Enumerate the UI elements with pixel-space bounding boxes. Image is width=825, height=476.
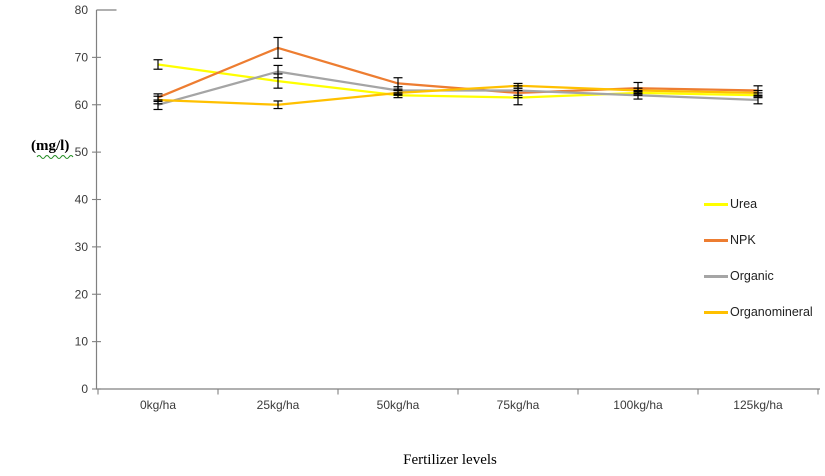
series-line-organic xyxy=(157,70,759,106)
error-bar-urea xyxy=(153,59,163,70)
series-line-organomineral xyxy=(157,84,759,106)
legend-item-urea: Urea xyxy=(704,186,813,222)
x-tick-label: 0kg/ha xyxy=(140,398,176,412)
series-line-npk xyxy=(157,46,759,99)
legend-item-organic: Organic xyxy=(704,258,813,294)
legend-label: Organomineral xyxy=(730,305,813,319)
y-tick-label: 50 xyxy=(75,145,89,159)
legend-label: NPK xyxy=(730,233,756,247)
y-axis-title: (mg/l) xyxy=(31,138,74,159)
y-tick-label: 10 xyxy=(75,335,89,349)
y-axis-title-text: (mg/l) xyxy=(31,138,70,154)
legend-item-organomineral: Organomineral xyxy=(704,294,813,330)
legend-label: Urea xyxy=(730,197,758,211)
y-tick-label: 60 xyxy=(75,98,89,112)
x-tick-label: 125kg/ha xyxy=(733,398,783,412)
legend-swatch-organic xyxy=(704,274,728,278)
error-bar-organomineral xyxy=(393,89,403,96)
x-tick-label: 100kg/ha xyxy=(613,398,663,412)
error-bar-organomineral xyxy=(273,100,283,110)
y-tick-label: 70 xyxy=(75,50,89,64)
x-axis-title: Fertilizer levels xyxy=(403,452,497,468)
legend-label: Organic xyxy=(730,269,774,283)
legend-swatch-urea xyxy=(704,202,728,206)
y-tick-label: 20 xyxy=(75,287,89,301)
series-line-urea xyxy=(157,63,759,99)
x-tick-label: 50kg/ha xyxy=(377,398,420,412)
error-bar-organomineral xyxy=(153,95,163,105)
x-tick-label: 25kg/ha xyxy=(257,398,300,412)
spellcheck-underline xyxy=(36,155,74,159)
y-tick-label: 30 xyxy=(75,240,89,254)
legend-swatch-organomineral xyxy=(704,310,728,314)
error-bar-organomineral xyxy=(753,89,763,96)
y-tick-label: 0 xyxy=(81,382,88,396)
error-bar-organic xyxy=(753,95,763,105)
error-bar-npk xyxy=(273,36,283,59)
error-bar-organic xyxy=(273,64,283,79)
error-bar-organomineral xyxy=(633,87,643,94)
x-tick-label: 75kg/ha xyxy=(497,398,540,412)
y-tick-label: 40 xyxy=(75,193,89,207)
y-tick-label: 80 xyxy=(75,3,89,17)
legend-item-npk: NPK xyxy=(704,222,813,258)
legend-swatch-npk xyxy=(704,238,728,242)
legend: Urea NPK Organic Organomineral xyxy=(704,186,813,330)
error-bar-organomineral xyxy=(513,82,523,89)
